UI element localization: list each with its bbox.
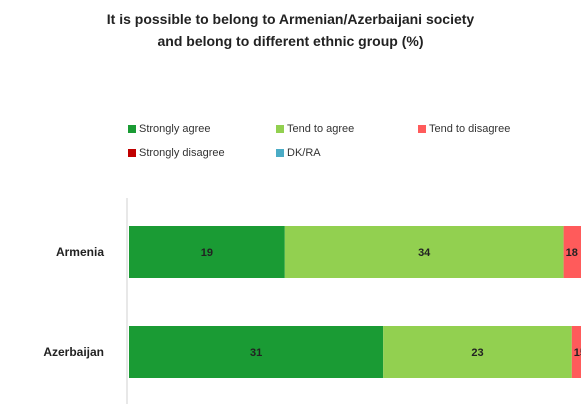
bar-azerbaijan-tend-to-disagree — [571, 326, 581, 378]
legend-item-tend-to-disagree: Tend to disagree — [418, 123, 510, 135]
chart-title-line-1: It is possible to belong to Armenian/Aze… — [106, 11, 475, 27]
legend-swatch — [418, 125, 426, 133]
legend-swatch — [276, 149, 284, 157]
bar-armenia-tend-to-agree — [284, 226, 564, 278]
category-label-azerbaijan: Azerbaijan — [43, 345, 104, 359]
data-label-armenia-strongly-agree: 19 — [201, 247, 213, 259]
legend-item-dk-ra: DK/RA — [276, 147, 321, 159]
legend-label: DK/RA — [287, 147, 321, 159]
legend-item-strongly-agree: Strongly agree — [128, 123, 211, 135]
legend-label: Strongly agree — [139, 123, 211, 135]
chart-title-line-2: and belong to different ethnic group (%) — [157, 33, 424, 49]
legend-label: Tend to agree — [287, 123, 355, 135]
legend-swatch — [128, 149, 136, 157]
chart-title: It is possible to belong to Armenian/Aze… — [0, 8, 581, 52]
legend-label: Strongly disagree — [139, 147, 225, 159]
bar-armenia-tend-to-disagree — [563, 226, 581, 278]
bar-armenia-strongly-agree — [129, 226, 285, 278]
legend-label: Tend to disagree — [429, 123, 511, 135]
data-label-armenia-tend-to-disagree: 18 — [566, 247, 578, 259]
data-label-azerbaijan-strongly-agree: 31 — [250, 347, 262, 359]
legend-item-strongly-disagree: Strongly disagree — [128, 147, 225, 159]
chart-legend: Strongly agree Tend to agree Tend to dis… — [128, 123, 581, 167]
category-label-armenia: Armenia — [56, 245, 104, 259]
bar-azerbaijan-tend-to-agree — [383, 326, 572, 378]
data-label-azerbaijan-tend-to-agree: 23 — [471, 347, 483, 359]
bars-group: Armenia193418254Azerbaijan3123151714 — [43, 226, 581, 378]
legend-item-tend-to-agree: Tend to agree — [276, 123, 354, 135]
legend-swatch — [128, 125, 136, 133]
data-label-armenia-tend-to-agree: 34 — [418, 247, 431, 259]
legend-swatch — [276, 125, 284, 133]
data-label-azerbaijan-tend-to-disagree: 15 — [574, 347, 581, 359]
bar-azerbaijan-strongly-agree — [129, 326, 384, 378]
